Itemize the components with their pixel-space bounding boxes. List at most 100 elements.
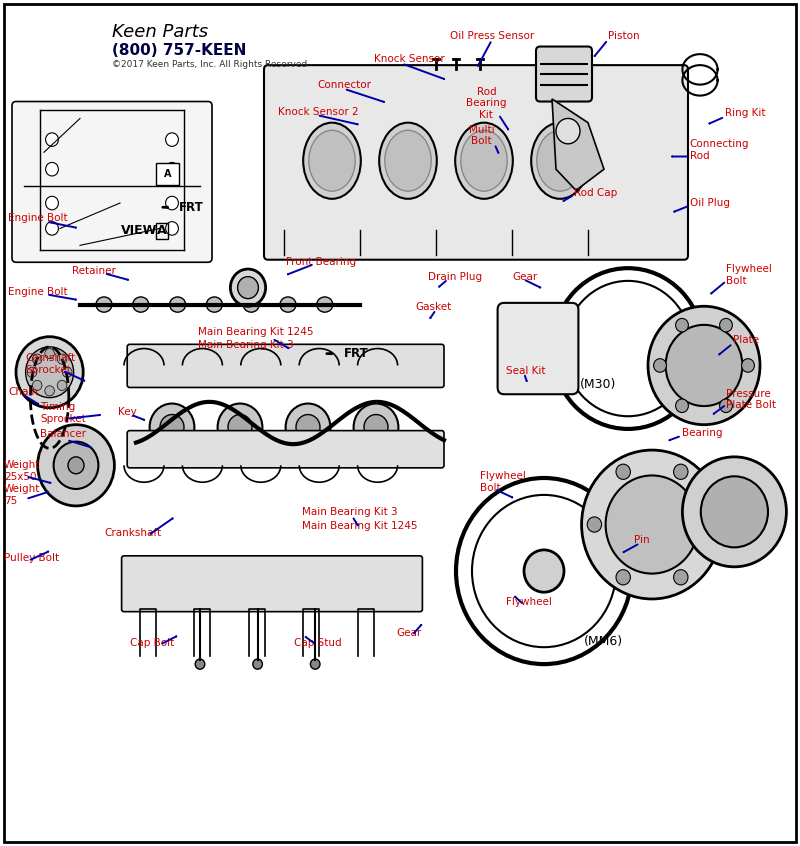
Circle shape (230, 269, 266, 306)
Circle shape (46, 162, 58, 176)
Ellipse shape (280, 297, 296, 312)
Circle shape (682, 457, 786, 567)
Ellipse shape (170, 297, 186, 312)
Text: Piston: Piston (608, 30, 640, 41)
Text: (800) 757-KEEN: (800) 757-KEEN (112, 43, 246, 58)
Circle shape (310, 659, 320, 669)
Text: Bearing: Bearing (682, 428, 722, 438)
FancyBboxPatch shape (122, 556, 422, 612)
Text: Rod Cap: Rod Cap (574, 188, 618, 198)
Ellipse shape (317, 297, 333, 312)
Circle shape (68, 457, 84, 474)
Text: Rod
Bearing
Kit: Rod Bearing Kit (466, 86, 506, 120)
Text: Connecting
Rod: Connecting Rod (690, 139, 749, 161)
Circle shape (218, 404, 262, 451)
Circle shape (742, 359, 754, 372)
Circle shape (46, 133, 58, 146)
Circle shape (27, 367, 37, 377)
Circle shape (166, 162, 178, 176)
Text: FRT: FRT (344, 347, 369, 360)
Circle shape (46, 222, 58, 235)
Text: Gear: Gear (397, 628, 422, 638)
Text: Main Bearing Kit 3: Main Bearing Kit 3 (302, 507, 398, 517)
Circle shape (616, 464, 630, 480)
Text: Flywheel
Bolt: Flywheel Bolt (726, 264, 772, 286)
Circle shape (587, 517, 602, 532)
Text: Balancer: Balancer (40, 429, 86, 439)
Circle shape (354, 404, 398, 451)
Text: Weight
25x50: Weight 25x50 (4, 460, 40, 482)
Ellipse shape (303, 123, 361, 199)
Text: (M30): (M30) (580, 378, 616, 392)
Text: Main Bearing Kit 1245: Main Bearing Kit 1245 (302, 521, 418, 531)
Circle shape (45, 349, 54, 359)
Polygon shape (552, 99, 604, 190)
Text: Main Bearing Kit 3: Main Bearing Kit 3 (198, 340, 294, 350)
Text: A: A (157, 224, 166, 238)
Circle shape (675, 318, 688, 332)
Circle shape (166, 222, 178, 235)
Text: Gear: Gear (512, 272, 538, 282)
Ellipse shape (379, 123, 437, 199)
Circle shape (16, 337, 83, 408)
Circle shape (166, 196, 178, 210)
Text: Oil Plug: Oil Plug (690, 198, 730, 208)
Circle shape (58, 381, 67, 391)
Text: FRT: FRT (179, 201, 204, 214)
Text: Flywheel: Flywheel (506, 597, 552, 607)
Circle shape (228, 415, 252, 440)
Text: Connector: Connector (318, 80, 371, 90)
Text: Weight
75: Weight 75 (4, 484, 40, 506)
Text: Front Bearing: Front Bearing (286, 257, 357, 267)
Circle shape (674, 464, 688, 480)
Ellipse shape (96, 297, 112, 312)
Circle shape (606, 475, 698, 574)
FancyBboxPatch shape (264, 65, 688, 260)
Text: Drain Plug: Drain Plug (428, 272, 482, 282)
Text: A: A (164, 169, 172, 179)
Text: Gasket: Gasket (415, 302, 451, 312)
Circle shape (286, 404, 330, 451)
Circle shape (54, 442, 98, 489)
Ellipse shape (385, 130, 431, 191)
Circle shape (666, 325, 742, 406)
FancyBboxPatch shape (156, 163, 179, 185)
Circle shape (648, 306, 760, 425)
Text: Multi
Bolt: Multi Bolt (469, 124, 494, 146)
Text: Cap Bolt: Cap Bolt (130, 638, 174, 648)
Circle shape (46, 196, 58, 210)
Ellipse shape (133, 297, 149, 312)
Circle shape (160, 415, 184, 440)
Ellipse shape (455, 123, 513, 199)
Text: Knock Sensor: Knock Sensor (374, 54, 444, 64)
Circle shape (45, 386, 54, 396)
Circle shape (674, 569, 688, 585)
Text: Plate: Plate (733, 335, 759, 345)
Text: VIEW: VIEW (121, 224, 157, 238)
Circle shape (150, 404, 194, 451)
Text: Engine Bolt: Engine Bolt (8, 287, 68, 297)
Text: ©2017 Keen Parts, Inc. All Rights Reserved: ©2017 Keen Parts, Inc. All Rights Reserv… (112, 60, 307, 69)
Text: Retainer: Retainer (72, 266, 116, 276)
Circle shape (720, 399, 733, 413)
Circle shape (296, 415, 320, 440)
FancyBboxPatch shape (127, 344, 444, 387)
Circle shape (616, 569, 630, 585)
FancyBboxPatch shape (536, 47, 592, 102)
FancyBboxPatch shape (127, 431, 444, 468)
Ellipse shape (531, 123, 589, 199)
Circle shape (195, 659, 205, 669)
Circle shape (38, 425, 114, 506)
Circle shape (720, 318, 733, 332)
FancyBboxPatch shape (498, 303, 578, 394)
Text: Camshaft
Sprocket: Camshaft Sprocket (26, 353, 76, 375)
Text: Oil Press Sensor: Oil Press Sensor (450, 30, 534, 41)
Text: Chain: Chain (8, 387, 38, 397)
Ellipse shape (309, 130, 355, 191)
Circle shape (32, 354, 42, 364)
Circle shape (675, 399, 688, 413)
FancyBboxPatch shape (12, 102, 212, 262)
Text: Key: Key (118, 407, 137, 417)
Text: Flywheel
Bolt: Flywheel Bolt (480, 471, 526, 493)
Text: Pin: Pin (634, 535, 650, 545)
